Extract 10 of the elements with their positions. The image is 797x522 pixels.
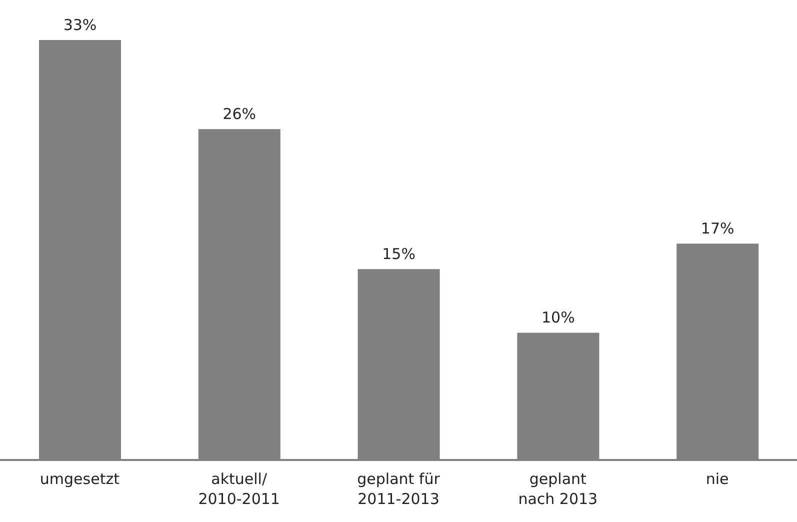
x-tick-label: aktuell/ 2010-2011 [198,470,280,508]
x-tick-label: umgesetzt [40,470,120,488]
data-label: 15% [382,245,416,264]
x-tick-label: geplant nach 2013 [518,470,598,508]
data-label: 10% [542,308,575,327]
x-tick-label: nie [706,470,729,488]
data-label: 17% [700,220,734,238]
data-label: 26% [222,105,256,124]
x-tick-label: geplant für 2011-2013 [357,470,441,508]
data-label: 33% [63,16,97,34]
